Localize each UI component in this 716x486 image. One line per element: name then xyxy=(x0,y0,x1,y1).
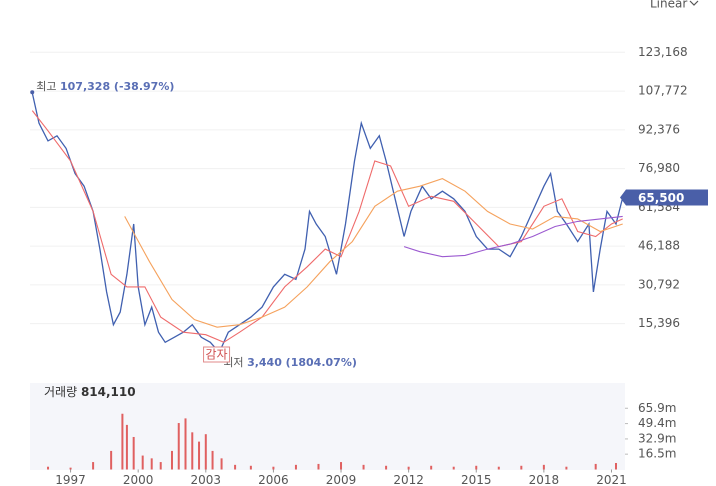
event-label: 감자 xyxy=(206,348,228,362)
volume-bar xyxy=(47,466,50,470)
volume-last: 814,110 xyxy=(81,385,136,399)
current-price-label: 65,500 xyxy=(638,191,684,205)
dropdown-arrow xyxy=(689,0,699,6)
scale-selector[interactable]: Linear xyxy=(650,0,687,11)
price-line xyxy=(403,215,623,258)
volume-bar xyxy=(497,466,500,470)
volume-bar xyxy=(249,465,252,470)
volume-bar xyxy=(594,463,597,470)
annotation-text: 최고 xyxy=(36,80,56,93)
y-tick-label: 30,792 xyxy=(638,277,680,291)
y-tick-label: 65.9m xyxy=(638,401,676,415)
volume-bar xyxy=(220,458,223,470)
volume-bar xyxy=(125,424,128,470)
price-line xyxy=(31,92,624,354)
volume-bar xyxy=(385,465,388,470)
volume-bar xyxy=(110,450,113,470)
volume-bar xyxy=(430,465,433,470)
x-tick-label: 2018 xyxy=(529,473,560,486)
annotation-point xyxy=(30,90,35,95)
volume-bar xyxy=(317,463,320,470)
volume-bar xyxy=(204,434,207,470)
annotation-value: 107,328 (-38.97%) xyxy=(60,80,174,93)
annotation: 최고 107,328 (-38.97%) xyxy=(36,80,174,93)
volume-bar xyxy=(362,464,365,470)
x-tick-label: 2015 xyxy=(461,473,492,486)
x-tick-label: 2021 xyxy=(596,473,627,486)
volume-bar xyxy=(452,466,455,470)
x-tick-label: 2012 xyxy=(393,473,424,486)
volume-bar xyxy=(150,458,153,470)
y-tick-label: 15,396 xyxy=(638,316,680,330)
volume-bar xyxy=(132,436,135,470)
volume-bar xyxy=(69,467,72,470)
y-tick-label: 123,168 xyxy=(638,45,688,59)
volume-bar xyxy=(542,464,545,470)
volume-panel xyxy=(30,383,625,470)
volume-bar xyxy=(340,462,343,470)
volume-bar xyxy=(141,455,144,470)
volume-bar xyxy=(272,466,275,470)
y-tick-label: 46,188 xyxy=(638,239,680,253)
x-tick-label: 2006 xyxy=(258,473,289,486)
annotation-value: 3,440 (1804.07%) xyxy=(247,356,357,369)
volume-bar xyxy=(211,450,214,470)
y-tick-label: 49.4m xyxy=(638,416,676,430)
y-tick-label: 107,772 xyxy=(638,84,688,98)
y-tick-label: 16.5m xyxy=(638,447,676,461)
volume-bar xyxy=(407,466,410,470)
volume-bar xyxy=(614,462,617,470)
volume-bar xyxy=(191,432,194,470)
volume-bar xyxy=(159,462,162,470)
volume-bar xyxy=(198,441,201,470)
y-tick-label: 92,376 xyxy=(638,122,680,136)
event-box xyxy=(203,346,231,363)
current-price-tag xyxy=(620,189,708,206)
volume-label: 거래량 xyxy=(44,385,77,399)
x-tick-label: 2009 xyxy=(326,473,357,486)
x-tick-label: 2000 xyxy=(123,473,154,486)
annotation: 최저 3,440 (1804.07%) xyxy=(223,356,357,369)
volume-bar xyxy=(121,413,124,470)
volume-bar xyxy=(184,418,187,470)
y-tick-label: 76,980 xyxy=(638,161,680,175)
price-line xyxy=(124,178,623,328)
volume-bar xyxy=(170,450,173,470)
price-line xyxy=(31,110,623,343)
x-tick-label: 1997 xyxy=(55,473,86,486)
volume-bar xyxy=(92,462,95,470)
volume-bar xyxy=(177,423,180,470)
volume-bar xyxy=(234,464,237,470)
volume-bar xyxy=(294,464,297,470)
volume-bar xyxy=(475,465,478,470)
x-tick-label: 2003 xyxy=(191,473,222,486)
y-tick-label: 32.9m xyxy=(638,431,676,445)
volume-bar xyxy=(520,465,523,470)
volume-title: 거래량 814,110 xyxy=(44,385,136,399)
volume-bar xyxy=(565,466,568,470)
